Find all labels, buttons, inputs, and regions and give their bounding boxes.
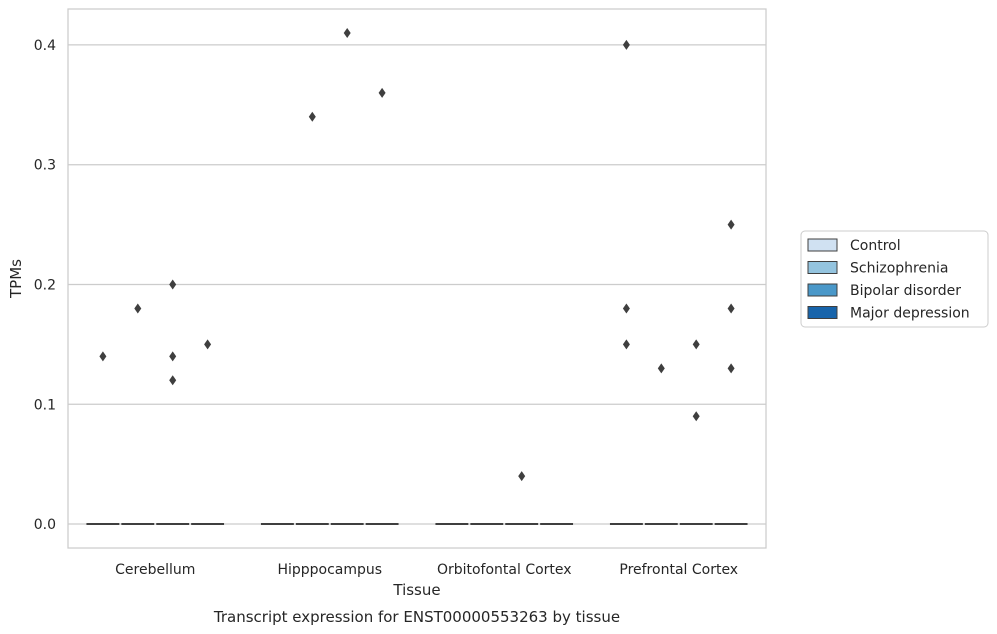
outlier-point: [169, 279, 177, 290]
y-tick-label: 0.0: [34, 517, 56, 533]
legend-label: Schizophrenia: [850, 261, 948, 277]
chart-caption: Transcript expression for ENST0000055326…: [213, 608, 620, 626]
legend: Control Schizophrenia Bipolar disorder Majo…: [800, 230, 989, 328]
y-tick-label: 0.1: [34, 397, 56, 413]
outlier-point: [692, 411, 700, 422]
outlier-point: [622, 339, 630, 350]
outlier-point: [692, 339, 700, 350]
outlier-point: [169, 375, 177, 386]
outlier-point: [727, 219, 735, 230]
outlier-point: [622, 303, 630, 314]
outlier-point: [204, 339, 212, 350]
outlier-point: [622, 39, 630, 50]
x-tick-label: Orbitofontal Cortex: [437, 562, 572, 578]
y-tick-label: 0.4: [34, 38, 56, 54]
y-axis-ticks: 0.0 0.1 0.2 0.3 0.4: [34, 38, 56, 533]
outlier-point: [343, 27, 351, 38]
outlier-point: [727, 303, 735, 314]
legend-frame: [800, 230, 989, 328]
x-tick-label: Hipppocampus: [277, 562, 382, 578]
outlier-point: [518, 471, 526, 482]
legend-label: Bipolar disorder: [850, 283, 961, 299]
y-tick-label: 0.3: [34, 158, 56, 174]
legend-label: Major depression: [850, 306, 970, 322]
y-tick-label: 0.2: [34, 277, 56, 293]
legend-swatch: [807, 261, 838, 274]
legend-swatch: [807, 238, 838, 252]
x-tick-label: Cerebellum: [115, 562, 195, 578]
legend-swatch: [807, 306, 838, 319]
outlier-point: [378, 87, 386, 98]
y-axis-title: TPMs: [7, 259, 25, 299]
legend-label: Control: [850, 238, 901, 254]
outlier-point: [308, 111, 316, 122]
outlier-point: [657, 363, 665, 374]
x-axis-title: Tissue: [392, 581, 440, 599]
legend-swatch: [807, 283, 838, 297]
outlier-point: [99, 351, 107, 362]
outlier-point: [134, 303, 142, 314]
outlier-point: [169, 351, 177, 362]
boxes: [86, 27, 748, 526]
x-axis-ticks: Cerebellum Hipppocampus Orbitofontal Corte…: [115, 562, 738, 578]
plot-area: [67, 8, 767, 549]
x-tick-label: Prefrontal Cortex: [619, 562, 738, 578]
outlier-point: [727, 363, 735, 374]
